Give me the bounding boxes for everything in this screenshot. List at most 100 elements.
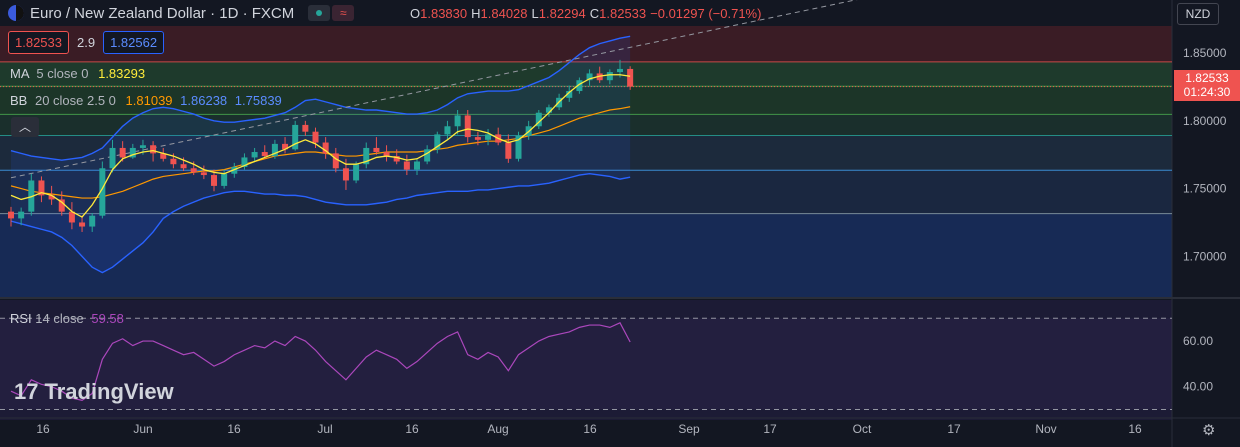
candle-body (515, 135, 522, 159)
candle-body (119, 147, 126, 158)
quote-row: 1.82533 2.9 1.82562 (8, 29, 165, 55)
rsi-name: RSI (10, 311, 32, 326)
tradingview-logo[interactable]: 17 TradingView (14, 379, 174, 405)
zone-5 (0, 170, 1172, 214)
bb-legend[interactable]: BB 20 close 2.5 0 1.81039 1.86238 1.7583… (10, 93, 282, 108)
candle-body (545, 107, 552, 113)
indicator-wave-icon[interactable]: ≈ (332, 5, 355, 21)
candle-body (48, 195, 55, 200)
candle-body (129, 147, 136, 158)
candle-body (342, 168, 349, 181)
x-tick-label: 16 (405, 422, 419, 436)
collapse-legend-button[interactable]: ︿ (11, 117, 39, 137)
y-tick-label: 1.80000 (1183, 114, 1227, 128)
candle-body (434, 134, 441, 150)
open-value: 1.83830 (420, 5, 468, 21)
y-tick-label: 1.70000 (1183, 249, 1227, 263)
candle-body (312, 131, 319, 143)
last-price-value: 1.82533 (1185, 71, 1229, 85)
ohlc-readout: O 1.83830 H 1.84028 L 1.82294 C 1.82533 −0.0… (410, 0, 765, 26)
sell-button[interactable]: 1.82533 (8, 30, 69, 54)
bb-lower-line (10, 172, 631, 274)
close-value: 1.82533 (599, 5, 647, 21)
rsi-band-fill (0, 318, 1172, 410)
candle-body (414, 161, 420, 170)
candle-body (271, 143, 278, 157)
rsi-background (0, 300, 1172, 420)
tv-logo-text: TradingView (44, 379, 174, 404)
x-tick-label: Jun (133, 422, 152, 436)
x-tick-label: Nov (1035, 422, 1056, 436)
candle-body (58, 199, 65, 212)
x-tick-label: Jul (317, 422, 332, 436)
market-status-icon[interactable] (308, 5, 331, 21)
candle-body (38, 180, 45, 196)
spread-value: 2.9 (77, 34, 96, 50)
high-label: H (471, 5, 481, 21)
candle-body (68, 211, 75, 223)
chart-header: Euro / New Zealand Dollar · 1D · FXCM ≈ (0, 0, 355, 26)
change-value: −0.01297 (−0.71%) (650, 5, 762, 21)
candle-body (576, 80, 583, 92)
candle-body (251, 152, 258, 158)
candle-body (190, 168, 197, 173)
bar-countdown: 01:24:30 (1183, 85, 1231, 99)
buy-button[interactable]: 1.82562 (103, 30, 165, 54)
bb-name: BB (10, 93, 28, 108)
candle-body (464, 115, 471, 138)
candle-body (403, 161, 410, 170)
candle-body (586, 73, 593, 81)
open-label: O (410, 5, 421, 21)
candle-body (302, 124, 309, 132)
low-value: 1.82294 (538, 5, 586, 21)
candle-body (424, 149, 431, 162)
ma-line (10, 74, 631, 218)
rsi-value: 59.58 (91, 311, 124, 326)
candle-body (596, 73, 603, 81)
x-tick-label: 16 (1128, 422, 1142, 436)
trend-line (10, 0, 858, 179)
candle-body (363, 147, 370, 165)
candle-body (160, 153, 167, 159)
settings-gear-icon[interactable]: ⚙ (1202, 422, 1216, 439)
candle-body (109, 147, 116, 169)
candle-body (150, 145, 157, 154)
zone-2 (0, 86, 1172, 115)
ma-name: MA (10, 66, 29, 81)
candle-body (79, 222, 86, 227)
candle-body (505, 142, 512, 159)
rsi-legend[interactable]: RSI 14 close 59.58 (10, 311, 124, 326)
bb-upper-value: 1.86238 (180, 93, 228, 108)
rsi-line (10, 322, 631, 401)
candle-body (322, 142, 329, 154)
candle-body (282, 143, 289, 150)
x-tick-label: 17 (947, 422, 961, 436)
x-tick-label: Oct (853, 422, 872, 436)
last-price-tag: 1.82533 01:24:30 (1174, 70, 1240, 101)
candle-body (353, 164, 360, 181)
candle-body (241, 157, 248, 167)
rsi-tick-label: 40.00 (1183, 380, 1213, 394)
x-tick-label: Sep (678, 422, 700, 436)
bb-basis-value: 1.81039 (125, 93, 173, 108)
ma-legend[interactable]: MA 5 close 0 1.83293 (10, 66, 145, 81)
candle-body (485, 134, 492, 140)
chevron-up-icon: ︿ (18, 120, 31, 134)
close-label: C (589, 5, 600, 21)
x-tick-label: 16 (227, 422, 241, 436)
candle-body (8, 211, 14, 219)
currency-selector[interactable]: NZD (1177, 3, 1219, 25)
candle-body (89, 215, 96, 227)
candle-body (383, 152, 390, 157)
candle-body (211, 175, 217, 186)
candle-body (332, 153, 339, 169)
y-tick-label: 1.85000 (1183, 46, 1227, 60)
candle-body (393, 156, 400, 162)
candle-body (292, 124, 299, 150)
candle-body (535, 112, 542, 127)
bb-fill (11, 36, 631, 273)
y-tick-label: 1.75000 (1183, 182, 1227, 196)
symbol-title[interactable]: Euro / New Zealand Dollar · 1D · FXCM (30, 4, 295, 22)
bb-upper-line (10, 35, 631, 161)
